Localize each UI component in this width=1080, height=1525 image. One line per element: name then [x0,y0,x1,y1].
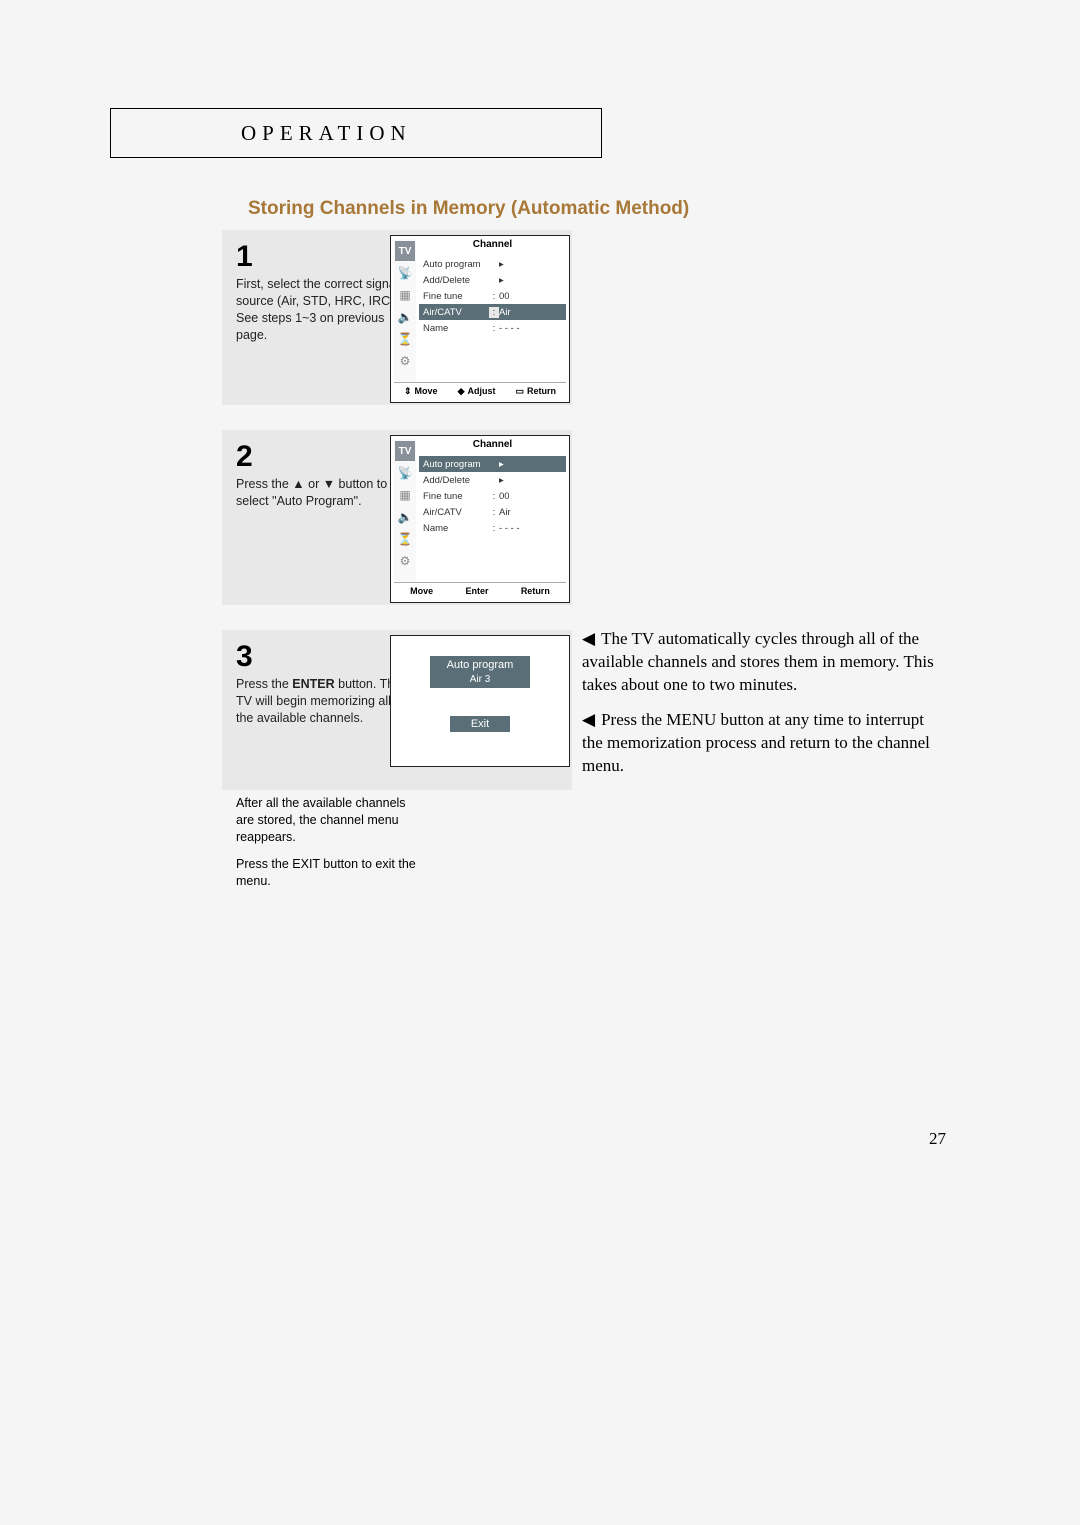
osd-row-aircatv-highlight: Air/CATV : Air [419,304,566,320]
osd-panel-1: TV 📡 ▦ 🔈 ⏳ ⚙ Channel Auto program ▸ Add/ [390,235,570,403]
osd-1-container: TV 📡 ▦ 🔈 ⏳ ⚙ Channel Auto program ▸ Add/ [392,232,572,402]
step-3-text: Press the ENTER button. The TV will begi… [236,676,416,727]
osd-sidebar: TV 📡 ▦ 🔈 ⏳ ⚙ [394,239,416,381]
step-1-number: 1 [236,242,416,272]
return-icon: ▭ [515,386,524,397]
osd3-subtitle: Air 3 [430,674,530,688]
antenna-icon: 📡 [395,463,415,483]
osd-row-auto-highlight: Auto program ▸ [419,456,566,472]
osd-title: Channel [419,239,566,253]
sliders-icon: ⚙ [395,551,415,571]
osd-row-auto: Auto program ▸ [419,256,566,272]
osd-row-name: Name : - - - - [419,320,566,336]
side-notes: ◀The TV automatically cycles through all… [582,628,942,790]
osd-sidebar: TV 📡 ▦ 🔈 ⏳ ⚙ [394,439,416,581]
osd3-title: Auto program [430,656,530,674]
osd-row-name: Name : - - - - [419,520,566,536]
screen-icon: ▦ [395,285,415,305]
osd-footer-2: Move Enter Return [394,582,566,599]
operation-header-box: OPERATION [110,108,602,158]
antenna-icon: 📡 [395,263,415,283]
leftright-icon: ◆ [458,386,465,397]
updown-icon: ⇕ [404,386,412,397]
osd-footer-1: ⇕Move ◆Adjust ▭Return [394,382,566,399]
step-1-text: First, select the correct signal source … [236,276,416,344]
screen-icon: ▦ [395,485,415,505]
operation-label: OPERATION [241,121,412,146]
speaker-icon: 🔈 [395,307,415,327]
osd-row-aircatv: Air/CATV : Air [419,504,566,520]
osd-row-add: Add/Delete ▸ [419,472,566,488]
sliders-icon: ⚙ [395,351,415,371]
osd3-exit-button: Exit [450,716,510,732]
tv-icon: TV [395,441,415,461]
osd-row-fine: Fine tune : 00 [419,288,566,304]
timer-icon: ⏳ [395,329,415,349]
triangle-left-icon: ◀ [582,628,595,651]
osd-row-fine: Fine tune : 00 [419,488,566,504]
step-3-number: 3 [236,642,416,672]
osd-3-container: Auto program Air 3 Exit [392,632,572,766]
page-number: 27 [929,1129,946,1149]
page: OPERATION Storing Channels in Memory (Au… [0,0,1080,1525]
osd-2-container: TV 📡 ▦ 🔈 ⏳ ⚙ Channel Auto program ▸ Add/ [392,432,572,602]
osd-row-add: Add/Delete ▸ [419,272,566,288]
step-2-number: 2 [236,442,416,472]
section-title: Storing Channels in Memory (Automatic Me… [248,198,689,220]
speaker-icon: 🔈 [395,507,415,527]
timer-icon: ⏳ [395,529,415,549]
osd-menu-items: Auto program ▸ Add/Delete ▸ Fine tune : … [419,456,566,536]
triangle-left-icon: ◀ [582,709,595,732]
osd-title: Channel [419,439,566,453]
step-2-text: Press the ▲ or ▼ button to select "Auto … [236,476,416,510]
osd-panel-2: TV 📡 ▦ 🔈 ⏳ ⚙ Channel Auto program ▸ Add/ [390,435,570,603]
osd-menu-items: Auto program ▸ Add/Delete ▸ Fine tune : … [419,256,566,336]
tv-icon: TV [395,241,415,261]
osd-panel-3: Auto program Air 3 Exit [390,635,570,767]
step-3-after-text: After all the available channels are sto… [236,795,416,899]
